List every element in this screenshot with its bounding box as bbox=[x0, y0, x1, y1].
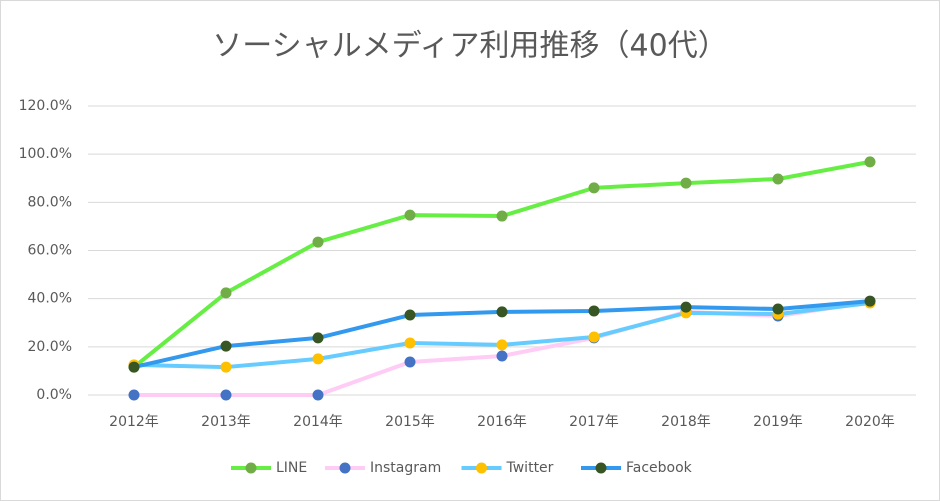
x-tick-label: 2020年 bbox=[845, 414, 895, 430]
legend-label: Instagram bbox=[370, 460, 441, 476]
data-point bbox=[128, 389, 140, 401]
data-point bbox=[312, 353, 324, 365]
legend-marker bbox=[595, 462, 607, 474]
data-point bbox=[404, 209, 416, 221]
legend-marker bbox=[245, 462, 257, 474]
data-point bbox=[588, 182, 600, 194]
data-point bbox=[588, 305, 600, 317]
y-tick-label: 120.0% bbox=[19, 98, 72, 114]
x-tick-label: 2016年 bbox=[477, 414, 527, 430]
legend-label: Facebook bbox=[626, 460, 693, 476]
data-point bbox=[312, 236, 324, 248]
y-tick-label: 80.0% bbox=[28, 194, 72, 210]
data-point bbox=[404, 337, 416, 349]
data-point bbox=[404, 309, 416, 321]
data-point bbox=[772, 173, 784, 185]
x-tick-label: 2013年 bbox=[201, 414, 251, 430]
data-point bbox=[496, 339, 508, 351]
x-tick-label: 2012年 bbox=[109, 414, 159, 430]
data-point bbox=[496, 210, 508, 222]
y-tick-label: 40.0% bbox=[28, 291, 72, 307]
data-point bbox=[128, 361, 140, 373]
data-point bbox=[588, 331, 600, 343]
y-tick-label: 100.0% bbox=[19, 146, 72, 162]
legend-label: LINE bbox=[276, 460, 307, 476]
data-point bbox=[312, 389, 324, 401]
y-tick-label: 60.0% bbox=[28, 243, 72, 259]
data-point bbox=[220, 389, 232, 401]
data-point bbox=[220, 287, 232, 299]
data-point bbox=[220, 361, 232, 373]
y-tick-label: 0.0% bbox=[36, 387, 72, 403]
y-tick-label: 20.0% bbox=[28, 339, 72, 355]
data-point bbox=[864, 295, 876, 307]
data-point bbox=[496, 306, 508, 318]
data-point bbox=[772, 303, 784, 315]
x-tick-label: 2014年 bbox=[293, 414, 343, 430]
chart-title: ソーシャルメディア利用推移（40代） bbox=[212, 29, 727, 64]
data-point bbox=[312, 332, 324, 344]
x-tick-label: 2019年 bbox=[753, 414, 803, 430]
data-point bbox=[496, 350, 508, 362]
data-point bbox=[864, 156, 876, 168]
x-tick-label: 2015年 bbox=[385, 414, 435, 430]
legend-marker bbox=[339, 462, 351, 474]
x-tick-label: 2017年 bbox=[569, 414, 619, 430]
data-point bbox=[680, 301, 692, 313]
legend-label: Twitter bbox=[506, 460, 554, 476]
data-point bbox=[680, 177, 692, 189]
x-tick-label: 2018年 bbox=[661, 414, 711, 430]
data-point bbox=[220, 340, 232, 352]
data-point bbox=[404, 356, 416, 368]
legend-marker bbox=[476, 462, 487, 474]
